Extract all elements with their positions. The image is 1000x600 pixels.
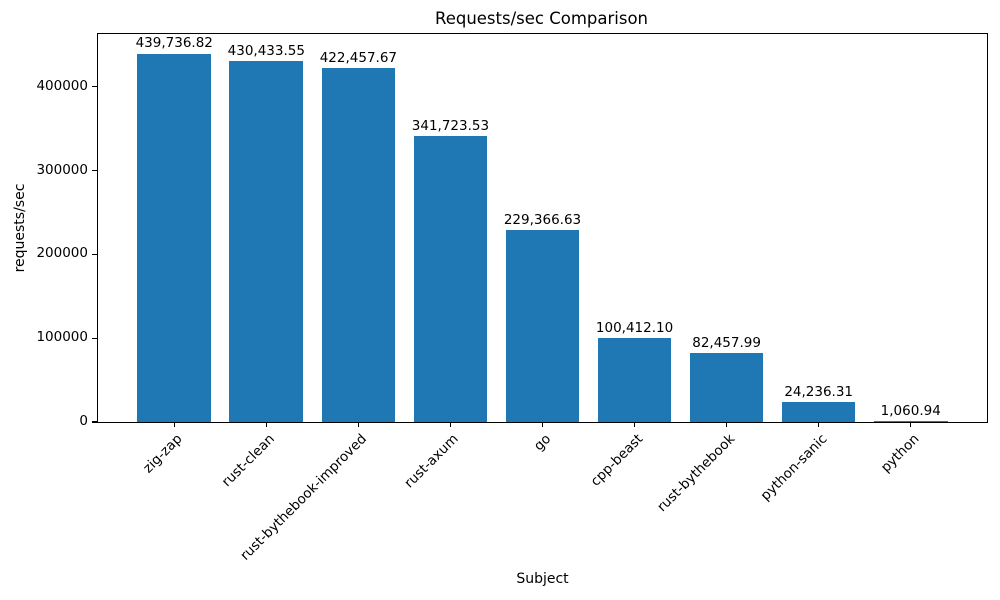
bar-value-label: 229,366.63	[503, 211, 582, 228]
x-tick-label: rust-bythebook	[653, 431, 738, 516]
x-tick-mark	[357, 422, 359, 427]
bar-value-label: 24,236.31	[784, 383, 854, 400]
y-tick-mark	[92, 421, 97, 423]
bar-value-label: 430,433.55	[227, 43, 305, 60]
bar	[597, 337, 672, 422]
bar-value-label: 82,457.99	[692, 334, 761, 351]
bar	[873, 421, 948, 422]
bar-value-label: 1,060.94	[880, 403, 941, 419]
x-tick-label: go	[530, 431, 554, 455]
y-tick-mark	[92, 253, 97, 255]
x-tick-mark	[910, 422, 912, 427]
x-tick-label: rust-axum	[401, 431, 462, 492]
x-axis-label: Subject	[516, 571, 569, 587]
x-tick-mark	[541, 422, 544, 427]
bar	[505, 229, 580, 422]
x-tick-mark	[449, 422, 452, 427]
bar-value-label: 422,457.67	[319, 49, 398, 66]
y-tick-label: 300000	[36, 161, 88, 178]
y-tick-mark	[92, 86, 97, 88]
x-tick-label: python	[877, 431, 923, 476]
bar	[413, 135, 488, 422]
bar	[137, 53, 212, 422]
bar	[229, 61, 304, 422]
x-tick-mark	[818, 422, 820, 427]
x-tick-mark	[173, 422, 175, 427]
chart-title: Requests/sec Comparison	[434, 9, 649, 28]
x-tick-mark	[633, 422, 636, 427]
x-tick-label: python-sanic	[757, 431, 831, 504]
plot-area: requests/sec Subject 0 100000 200000 300000…	[12, 33, 988, 587]
bar-value-label: 439,736.82	[135, 35, 213, 52]
y-tick-label: 0	[79, 413, 88, 429]
bar	[781, 401, 856, 422]
y-tick-label: 200000	[36, 245, 88, 262]
x-tick-label: cpp-beast	[587, 431, 646, 490]
y-tick-label: 100000	[36, 329, 88, 346]
bar	[689, 352, 764, 422]
bar	[321, 67, 396, 422]
bar-value-label: 100,412.10	[595, 319, 674, 336]
x-tick-label: rust-clean	[218, 431, 278, 491]
y-tick-label: 400000	[36, 77, 88, 94]
bar-value-label: 341,723.53	[411, 117, 490, 134]
x-tick-mark	[726, 422, 728, 427]
x-tick-mark	[265, 422, 267, 427]
x-tick-label: zig-zap	[140, 431, 186, 477]
y-tick-mark	[92, 337, 97, 339]
y-tick-mark	[92, 169, 97, 172]
